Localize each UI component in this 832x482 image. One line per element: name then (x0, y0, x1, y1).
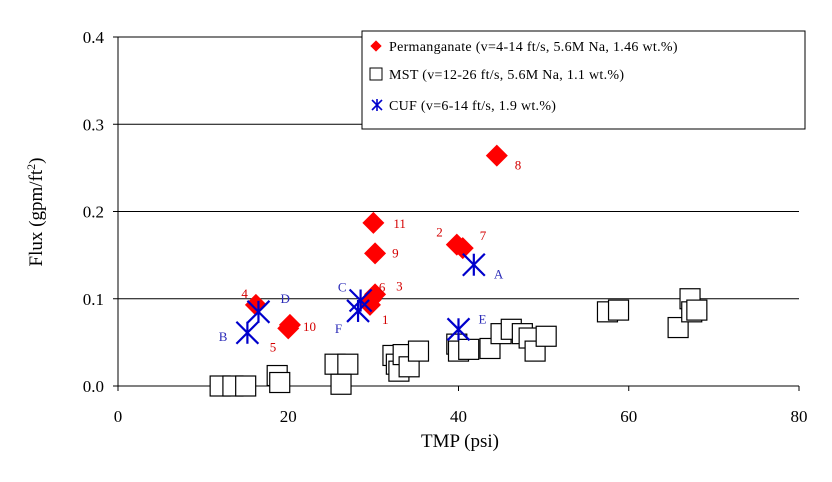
mst-point (235, 375, 257, 397)
tick-labels: 0.0 0.1 0.2 0.3 0.4 0 20 40 60 80 (83, 28, 808, 426)
cuf-point-label: D (280, 291, 289, 306)
permanganate-point-label: 1 (382, 312, 389, 327)
mst-point (686, 299, 708, 321)
cuf-point (462, 252, 486, 277)
permanganate-point-label: 5 (270, 339, 277, 354)
x-tick-label: 80 (791, 407, 808, 426)
permanganate-point-label: 6 (379, 280, 386, 295)
permanganate-point (244, 293, 267, 316)
legend-label-cuf: CUF (v=6-14 ft/s, 1.9 wt.%) (389, 99, 556, 114)
permanganate-point-label: 11 (393, 216, 406, 231)
y-axis-title: Flux (gpm/ft2) (24, 158, 47, 267)
legend: Permanganate (v=4-14 ft/s, 5.6M Na, 1.46… (361, 30, 806, 130)
y-axis-title-main: Flux (gpm/ft (26, 169, 47, 266)
cuf-point-label: A (494, 267, 504, 282)
point-labels: 8 11 9 2 7 36 1 4 10 5 A B C D E F (219, 158, 522, 355)
mst-point (607, 299, 630, 321)
legend-label-permanganate: Permanganate (v=4-14 ft/s, 5.6M Na, 1.46… (389, 40, 678, 55)
permanganate-point-label: 10 (303, 319, 316, 334)
x-tick-label: 60 (620, 407, 637, 426)
x-axis-title: TMP (psi) (421, 431, 499, 452)
legend-marker-permanganate (370, 40, 382, 52)
mst-point (667, 316, 689, 339)
y-tick-label: 0.3 (83, 115, 104, 134)
permanganate-point (451, 237, 474, 260)
series-permanganate (244, 144, 508, 340)
permanganate-point (362, 211, 385, 234)
series-mst (209, 288, 708, 397)
x-tick-label: 40 (450, 407, 467, 426)
permanganate-point (485, 144, 508, 167)
legend-label-mst: MST (v=12-26 ft/s, 5.6M Na, 1.1 wt.%) (389, 68, 624, 83)
cuf-point (346, 299, 370, 323)
permanganate-point-label: 8 (515, 158, 522, 173)
y-tick-label: 0.4 (83, 28, 105, 47)
permanganate-point-label: 9 (392, 245, 399, 260)
mst-point (269, 371, 291, 394)
y-tick-label: 0.1 (83, 290, 104, 309)
y-tick-label: 0.2 (83, 203, 104, 222)
mst-point (337, 353, 359, 375)
mst-point (330, 373, 352, 395)
mst-point (535, 325, 557, 347)
mst-point (407, 340, 430, 362)
cuf-point (246, 300, 271, 324)
permanganate-point (364, 242, 387, 265)
legend-box (361, 30, 806, 130)
permanganate-point-label: 2 (436, 225, 443, 240)
cuf-point-label: B (219, 329, 228, 344)
cuf-point-label: F (335, 321, 342, 336)
legend-marker-mst (369, 67, 383, 81)
cuf-point-label: C (338, 279, 347, 294)
permanganate-point-label: 4 (241, 286, 248, 301)
permanganate-point-label: 7 (480, 228, 487, 243)
y-axis-title-superscript: 2 (24, 164, 38, 170)
permanganate-point (358, 293, 381, 316)
series-cuf (235, 252, 486, 345)
cuf-point-label: E (479, 311, 487, 326)
y-axis-title-end: ) (26, 158, 47, 164)
cuf-point (235, 320, 260, 345)
permanganate-point (277, 317, 300, 340)
x-tick-label: 20 (280, 407, 297, 426)
y-tick-label: 0.0 (83, 377, 104, 396)
permanganate-point-label: 3 (396, 278, 403, 293)
x-tick-label: 0 (114, 407, 123, 426)
legend-marker-cuf (371, 99, 383, 111)
mst-point (458, 338, 480, 360)
cuf-point (446, 317, 471, 342)
